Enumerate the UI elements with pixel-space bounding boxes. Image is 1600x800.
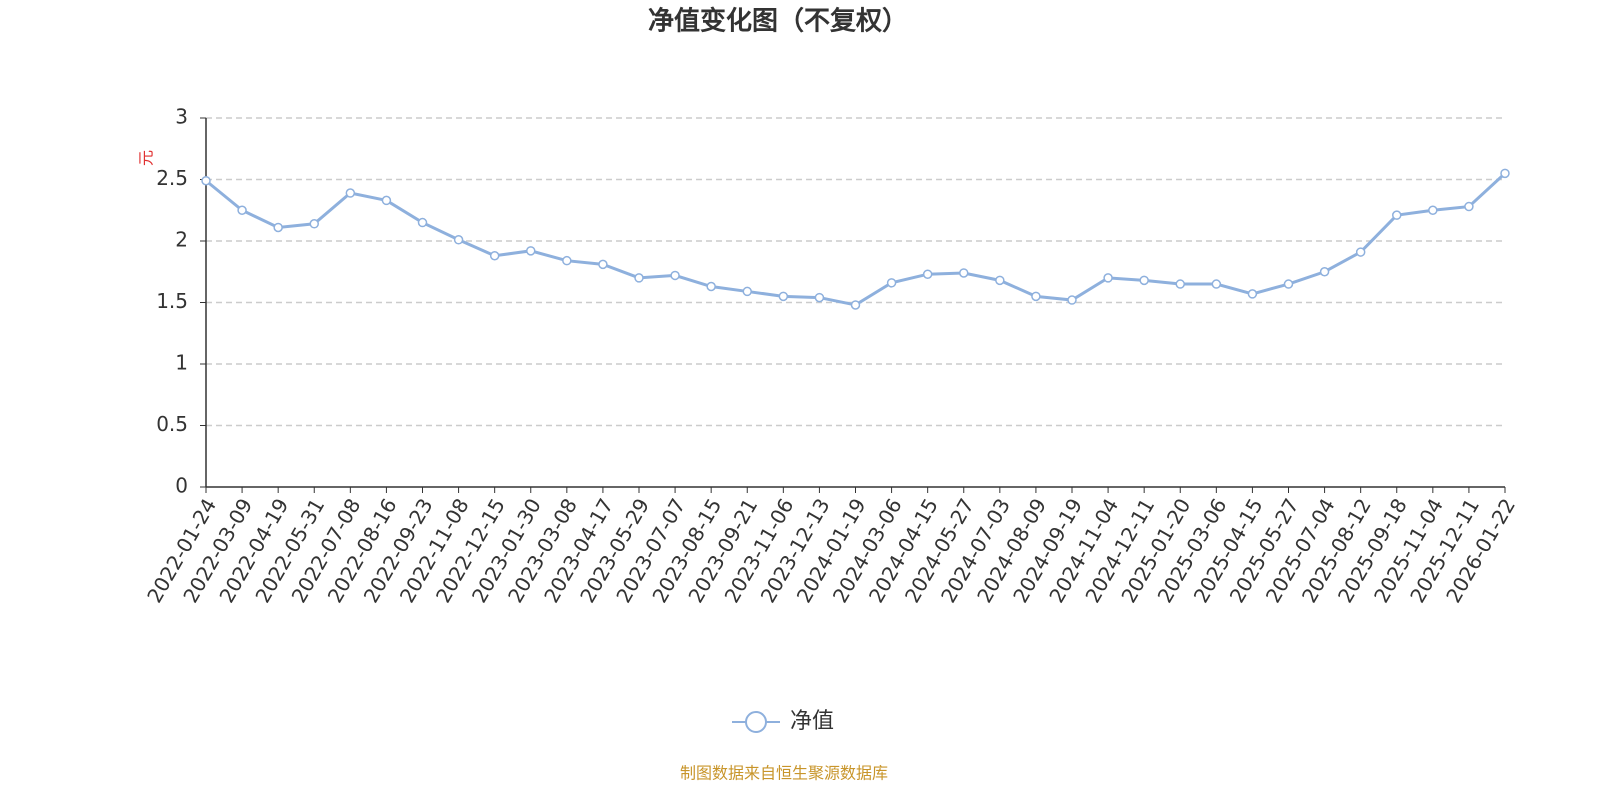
data-point bbox=[1283, 279, 1294, 289]
data-point bbox=[814, 292, 825, 303]
data-point bbox=[1211, 279, 1222, 289]
data-point bbox=[995, 275, 1005, 286]
data-point bbox=[778, 291, 789, 302]
data-point bbox=[381, 195, 392, 206]
data-point bbox=[309, 219, 319, 229]
data-point bbox=[417, 217, 428, 228]
data-point bbox=[489, 251, 500, 261]
data-point bbox=[922, 269, 933, 279]
data-point bbox=[1067, 295, 1077, 305]
data-point bbox=[273, 222, 283, 233]
series-line bbox=[205, 172, 1507, 307]
data-point bbox=[1500, 168, 1510, 179]
data-point bbox=[1175, 279, 1185, 289]
data-point bbox=[1247, 289, 1258, 299]
data-point bbox=[886, 278, 897, 288]
y-tick-label: 2.5 bbox=[156, 166, 188, 190]
y-axis-label: 元 bbox=[137, 150, 156, 166]
data-point bbox=[237, 205, 247, 215]
data-point bbox=[1139, 275, 1149, 286]
y-tick-label: 0 bbox=[175, 474, 188, 498]
data-point bbox=[1355, 247, 1366, 257]
data-point bbox=[706, 281, 716, 292]
data-point bbox=[742, 286, 752, 297]
y-tick-label: 1 bbox=[175, 351, 188, 375]
data-point bbox=[850, 300, 861, 310]
y-tick-label: 0.5 bbox=[156, 412, 188, 436]
data-point bbox=[453, 235, 464, 245]
legend-marker bbox=[745, 711, 767, 733]
legend-label: 净值 bbox=[790, 709, 834, 734]
y-tick-label: 2 bbox=[175, 228, 188, 252]
data-point bbox=[1031, 291, 1041, 302]
data-point bbox=[1319, 267, 1330, 277]
chart-title: 净值变化图（不复权） bbox=[648, 6, 908, 37]
data-point bbox=[1428, 205, 1438, 215]
data-point bbox=[959, 268, 969, 278]
data-point bbox=[345, 188, 356, 198]
y-tick-label: 1.5 bbox=[156, 289, 188, 313]
source-note: 制图数据来自恒生聚源数据库 bbox=[680, 764, 888, 783]
data-point bbox=[670, 270, 680, 281]
data-point bbox=[526, 246, 536, 256]
y-tick-label: 3 bbox=[175, 105, 188, 129]
data-point bbox=[634, 273, 644, 283]
data-point bbox=[562, 255, 572, 266]
data-point bbox=[1103, 273, 1113, 283]
data-point bbox=[598, 259, 608, 270]
data-point bbox=[201, 175, 211, 186]
data-point bbox=[1464, 201, 1474, 212]
data-point bbox=[1392, 210, 1402, 220]
